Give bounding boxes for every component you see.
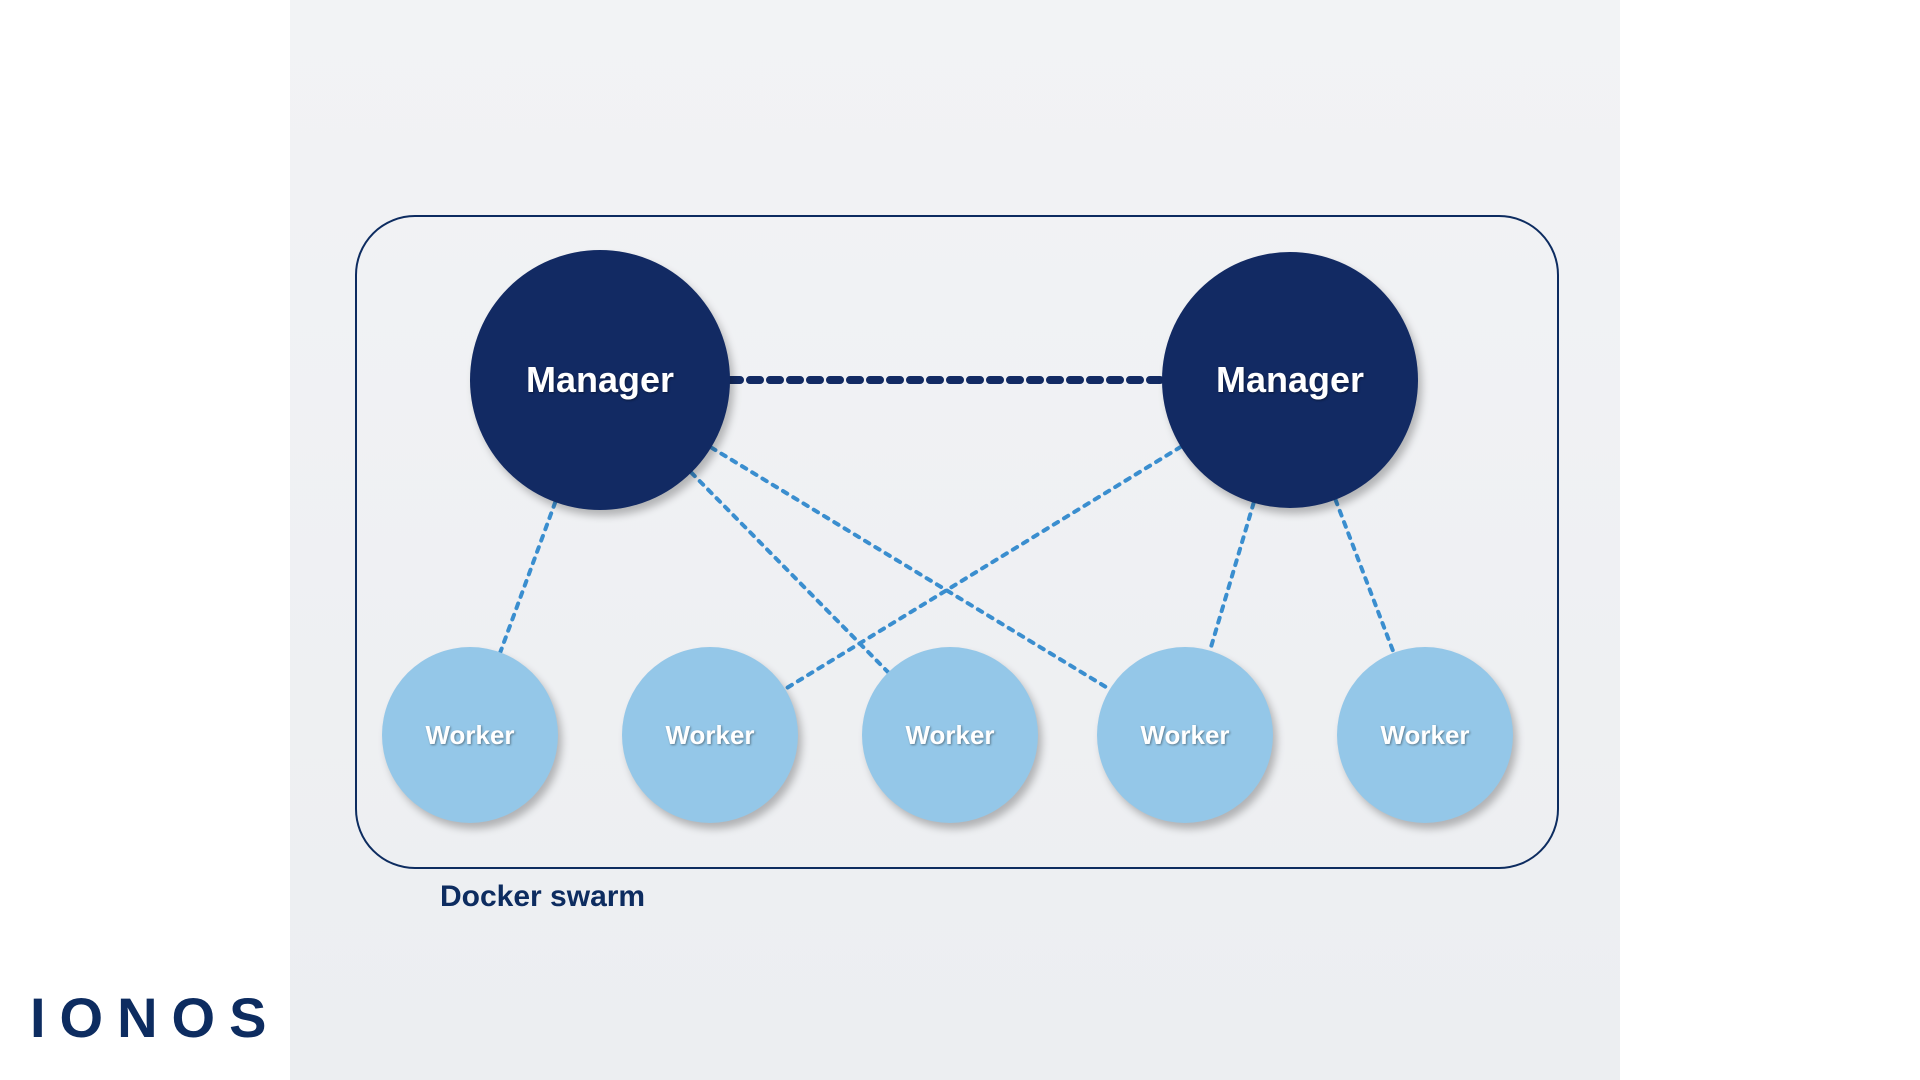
node-w3: Worker [862,647,1038,823]
diagram-canvas: Manager Manager Worker Worker Worker Worker Wo… [290,0,1620,1080]
node-label: Manager [526,359,674,401]
node-label: Worker [1380,720,1469,751]
node-w4: Worker [1097,647,1273,823]
node-w2: Worker [622,647,798,823]
node-m2: Manager [1162,252,1418,508]
node-w5: Worker [1337,647,1513,823]
diagram-caption: Docker swarm [440,880,645,914]
node-label: Worker [1140,720,1229,751]
node-label: Worker [665,720,754,751]
node-label: Worker [905,720,994,751]
node-label: Manager [1216,359,1364,401]
ionos-logo: IONOS [30,985,280,1050]
node-w1: Worker [382,647,558,823]
node-m1: Manager [470,250,730,510]
node-label: Worker [425,720,514,751]
